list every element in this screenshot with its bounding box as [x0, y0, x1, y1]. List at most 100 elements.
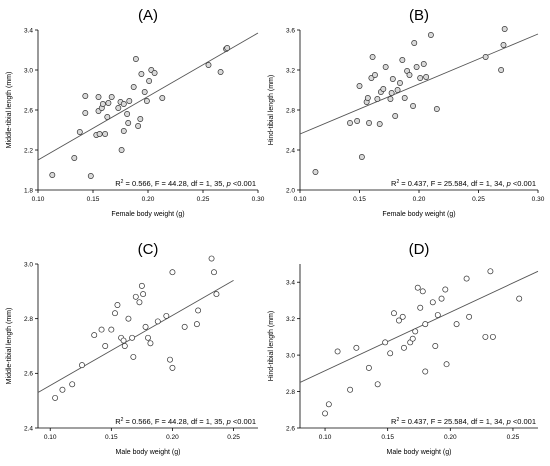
y-tick-label: 3.4	[24, 27, 33, 34]
data-point	[195, 307, 202, 314]
data-point	[138, 282, 145, 289]
data-point	[130, 84, 137, 90]
y-tick-label: 2.6	[24, 107, 33, 114]
data-point	[482, 333, 489, 340]
y-tick-label: 1.8	[24, 187, 33, 194]
data-point	[382, 64, 389, 70]
data-point	[498, 67, 505, 73]
data-point	[466, 313, 473, 320]
data-point	[132, 56, 139, 62]
y-tick-label: 2.2	[24, 147, 33, 154]
data-point	[410, 103, 416, 109]
data-point	[501, 26, 508, 32]
data-point	[356, 83, 363, 89]
data-point	[433, 106, 440, 112]
stats-annotation: R2 = 0.437, F = 25.584, df = 1, 34, p <0…	[391, 179, 536, 188]
data-point	[353, 344, 360, 351]
y-tick-label: 3.6	[286, 27, 295, 34]
data-point	[482, 54, 489, 60]
data-point	[136, 299, 143, 306]
data-point	[411, 40, 418, 46]
x-axis-title: Female body weight (g)	[382, 211, 455, 218]
data-point	[98, 326, 105, 333]
y-tick-label: 2.6	[24, 371, 33, 378]
x-axis-title: Male body weight (g)	[387, 449, 452, 456]
data-point	[145, 334, 151, 341]
y-tick-label: 3.0	[286, 352, 295, 359]
data-point	[120, 101, 127, 107]
x-tick-label: 0.25	[507, 434, 520, 441]
data-point	[434, 312, 441, 318]
data-point	[193, 321, 200, 328]
data-point	[487, 268, 494, 275]
data-point	[419, 288, 426, 295]
data-point	[442, 286, 449, 293]
data-point	[463, 275, 470, 282]
data-point	[135, 123, 142, 129]
data-point	[114, 302, 121, 308]
y-tick-label: 2.8	[24, 316, 33, 323]
x-axis-title: Female body weight (g)	[111, 211, 184, 218]
data-point	[369, 54, 376, 60]
data-point	[387, 96, 394, 102]
data-point	[365, 364, 372, 371]
data-point	[401, 95, 408, 101]
stats-annotation: R2 = 0.566, F = 44.28, df = 1, 35, p <0.…	[115, 417, 256, 426]
panel-label: (C)	[138, 241, 159, 258]
data-point	[389, 76, 396, 82]
y-tick-label: 3.0	[24, 67, 33, 74]
data-point	[413, 64, 420, 70]
data-point	[380, 86, 387, 92]
data-point	[112, 310, 118, 317]
data-point	[143, 98, 150, 104]
data-point	[429, 299, 436, 306]
data-point	[108, 94, 115, 100]
regression-line	[299, 33, 539, 135]
x-tick-label: 0.20	[444, 434, 457, 441]
x-tick-label: 0.20	[166, 434, 179, 441]
data-point	[91, 332, 98, 339]
data-point	[140, 291, 147, 298]
data-point	[120, 128, 127, 134]
data-point	[325, 401, 332, 408]
chart-panel-c: (C) 0.10 0.15 0.20 0.25 2.4 2.6 2.8 3.0 Male body…	[6, 241, 258, 456]
data-point	[146, 78, 153, 84]
data-point	[99, 101, 106, 107]
data-point	[396, 317, 402, 324]
data-point	[399, 313, 406, 320]
data-point	[105, 100, 112, 106]
y-axis-title: Middle-tibial length (mm)	[6, 308, 13, 385]
x-tick-label: 0.25	[227, 434, 240, 441]
chart-panel-b: (B) 0.10 0.15 0.20 0.25 0.30 2.0 2.4 2.8 3.2 3.6 Fe…	[268, 7, 545, 218]
data-point	[397, 80, 403, 86]
data-point	[372, 72, 378, 78]
data-point	[374, 96, 381, 102]
data-point	[364, 95, 371, 101]
data-point	[82, 93, 89, 99]
y-tick-label: 3.2	[286, 316, 295, 323]
data-point	[387, 350, 394, 357]
data-point	[347, 386, 354, 393]
y-tick-label: 3.0	[24, 261, 33, 268]
data-point	[102, 343, 109, 349]
y-tick-label: 2.8	[286, 389, 295, 396]
x-tick-label: 0.10	[32, 196, 45, 203]
data-point	[115, 105, 122, 111]
data-point	[224, 45, 231, 51]
x-tick-label: 0.15	[353, 196, 366, 203]
data-point	[129, 334, 136, 341]
data-point	[213, 291, 220, 298]
x-tick-label: 0.10	[294, 196, 307, 203]
y-tick-label: 2.4	[286, 147, 295, 154]
data-point	[181, 323, 188, 330]
x-tick-label: 0.20	[413, 196, 426, 203]
data-point	[169, 364, 176, 371]
data-point	[489, 333, 496, 340]
regression-line	[37, 280, 234, 393]
data-point	[376, 121, 383, 127]
data-point	[427, 32, 434, 38]
data-point	[159, 95, 166, 101]
y-tick-label: 2.4	[24, 425, 33, 432]
data-point	[126, 98, 133, 104]
x-tick-label: 0.25	[197, 196, 210, 203]
